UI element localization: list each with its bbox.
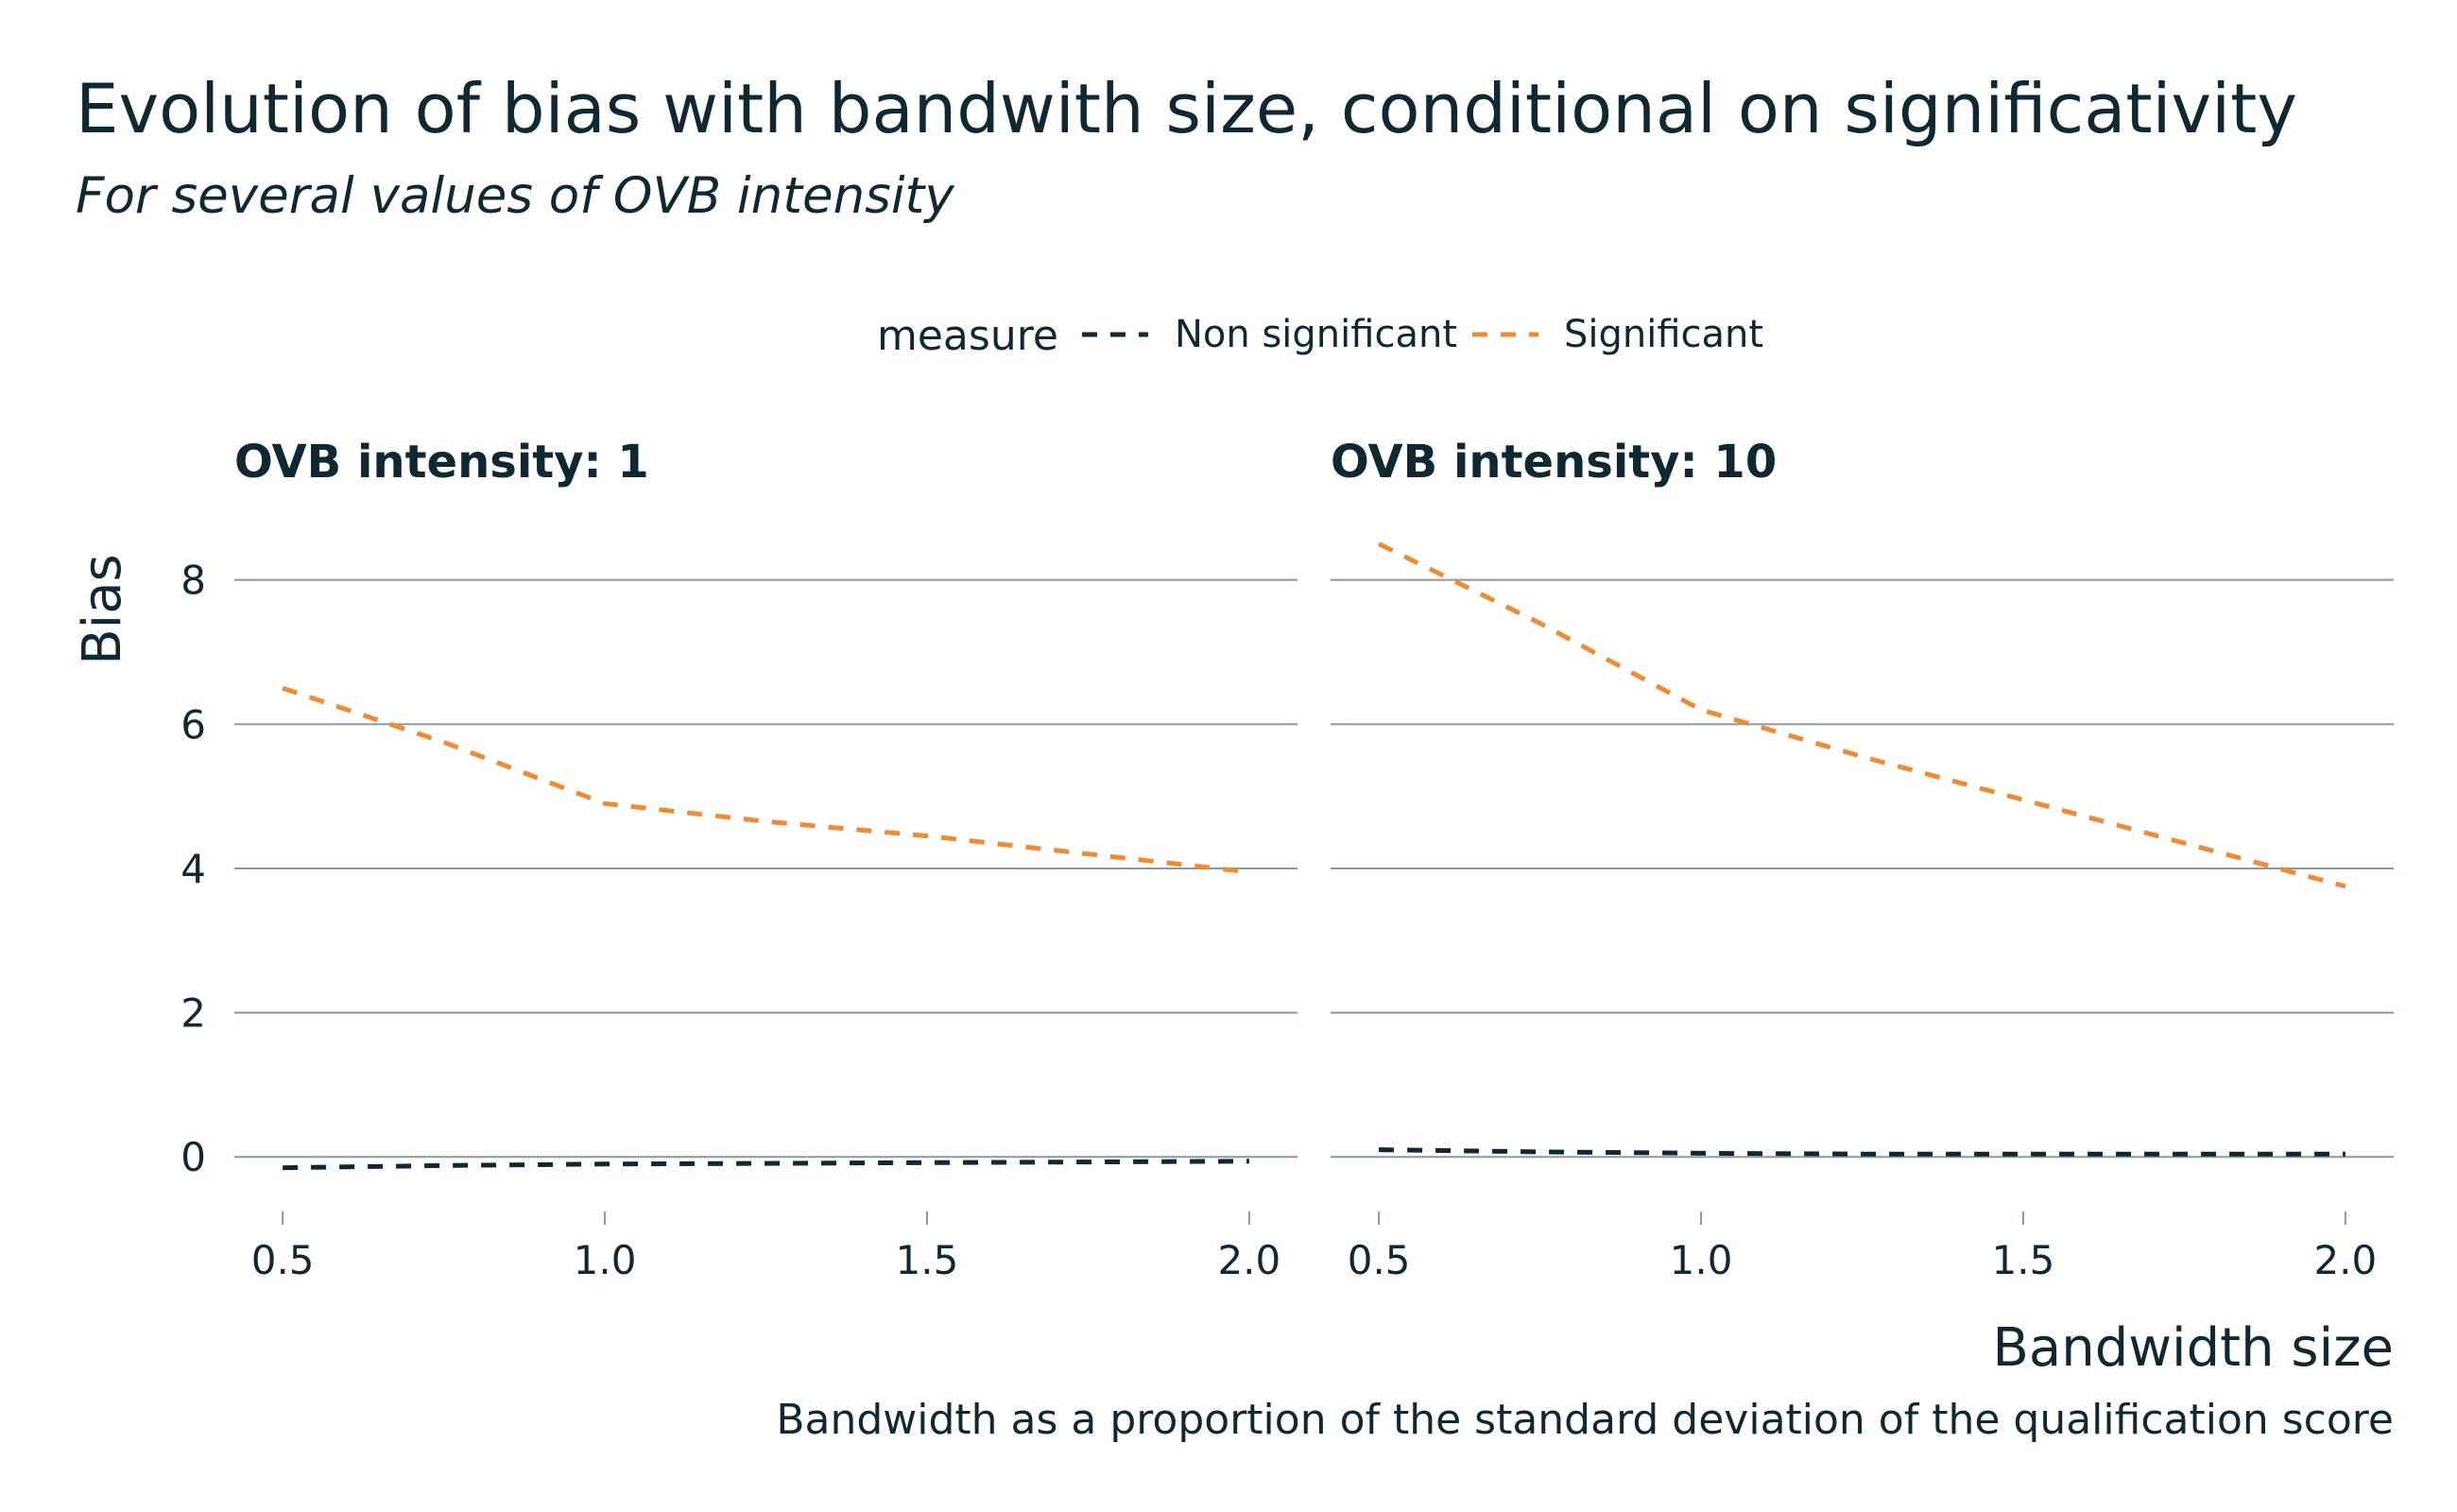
- y-tick-label-8: 8: [180, 558, 206, 604]
- y-tick-label-4: 4: [180, 846, 206, 892]
- chart-caption: Bandwidth as a proportion of the standar…: [776, 1396, 2394, 1444]
- series-line-significant-facet-1: [1377, 541, 2346, 889]
- series-line-non-significant-facet-1: [1379, 1147, 2345, 1157]
- series-line-non-significant-facet-0: [283, 1159, 1249, 1171]
- y-tick-label-6: 6: [180, 701, 206, 747]
- facet-label-0: OVB intensity: 1: [234, 436, 649, 489]
- facet-panel-ovb-10: OVB intensity: 10 0.5 1.0 1.5 2.0: [1331, 436, 2394, 1283]
- facet-label-1: OVB intensity: 10: [1331, 436, 1777, 489]
- x-tick-label-2.0: 2.0: [1217, 1237, 1280, 1283]
- chart-title: Evolution of bias with bandwith size, co…: [76, 69, 2297, 148]
- chart-subtitle: For several values of OVB intensity: [76, 167, 954, 225]
- x-tick-label-2.0: 2.0: [2313, 1237, 2377, 1283]
- series-line-significant-facet-0: [282, 685, 1250, 875]
- y-axis-label: Bias: [72, 554, 133, 664]
- x-axis-label: Bandwidth size: [1992, 1317, 2394, 1379]
- x-tick-label-1.0: 1.0: [574, 1237, 637, 1283]
- x-tick-label-1.5: 1.5: [1992, 1237, 2055, 1283]
- legend-label-non-significant: Non significant: [1175, 313, 1457, 356]
- x-tick-label-1.0: 1.0: [1670, 1237, 1733, 1283]
- legend-title: measure: [877, 312, 1058, 360]
- legend: measure Non significant Significant: [877, 312, 1763, 360]
- facet-panel-ovb-1: OVB intensity: 1 0 2 4 6 8 0.5 1.0 1.5 2.0: [180, 436, 1297, 1283]
- y-tick-label-2: 2: [180, 990, 206, 1037]
- x-tick-label-1.5: 1.5: [896, 1237, 959, 1283]
- legend-label-significant: Significant: [1564, 313, 1763, 356]
- x-tick-label-0.5: 0.5: [1348, 1237, 1411, 1283]
- y-tick-label-0: 0: [180, 1134, 206, 1180]
- x-tick-label-0.5: 0.5: [251, 1237, 315, 1283]
